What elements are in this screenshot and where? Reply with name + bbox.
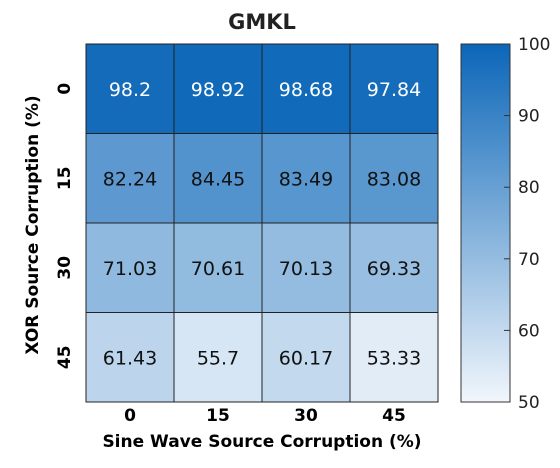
heatmap-cell: [261, 312, 351, 403]
heatmap-cell: [85, 43, 175, 134]
cell-value-label: 83.49: [279, 168, 333, 190]
cell-value-label: 70.13: [279, 258, 333, 280]
heatmap-cell: [173, 312, 263, 403]
cell-value-label: 82.24: [103, 168, 157, 190]
y-tick-label: 30: [55, 256, 75, 280]
heatmap-cell: [173, 133, 263, 224]
heatmap-cell: [85, 312, 175, 403]
cell-value-label: 97.84: [367, 79, 421, 101]
heatmap-cell: [349, 43, 439, 134]
cell-value-label: 61.43: [103, 347, 157, 369]
heatmap-cell: [261, 43, 351, 134]
cell-value-label: 83.08: [367, 168, 421, 190]
cell-value-label: 69.33: [367, 258, 421, 280]
colorbar-ticks: 50 60 70 80 90 100: [504, 35, 550, 413]
cell-value-label: 70.61: [191, 258, 245, 280]
y-tick-label: 45: [55, 345, 75, 369]
heatmap-cell: [173, 43, 263, 134]
y-tick-label: 0: [55, 83, 75, 95]
cell-value-label: 98.68: [279, 79, 333, 101]
y-axis-ticks: 0 15 30 45: [55, 83, 75, 369]
x-tick-label: 45: [382, 406, 406, 426]
x-axis-ticks: 0 15 30 45: [124, 406, 406, 426]
heatmap-cell: [349, 312, 439, 403]
colorbar-tick-label: 80: [518, 178, 540, 198]
cell-value-label: 60.17: [279, 347, 333, 369]
cell-value-label: 98.2: [109, 79, 151, 101]
cell-value-label: 71.03: [103, 258, 157, 280]
x-axis-label: Sine Wave Source Corruption (%): [102, 432, 421, 452]
cell-value-label: 53.33: [367, 347, 421, 369]
colorbar-tick-label: 50: [518, 393, 540, 413]
heatmap-cells: [85, 43, 439, 403]
cell-value-label: 98.92: [191, 79, 245, 101]
colorbar-tick-label: 90: [518, 107, 540, 127]
cell-value-label: 84.45: [191, 168, 245, 190]
x-tick-label: 0: [124, 406, 136, 426]
heatmap-cell: [349, 222, 439, 313]
colorbar: [460, 43, 511, 403]
colorbar-tick-label: 100: [518, 35, 550, 55]
y-axis-label: XOR Source Corruption (%): [23, 95, 43, 354]
heatmap-value-labels: 98.2 98.92 98.68 97.84 82.24 84.45 83.49 83.08 7…: [103, 79, 421, 370]
x-tick-label: 15: [206, 406, 230, 426]
x-tick-label: 30: [294, 406, 318, 426]
y-tick-label: 15: [55, 166, 75, 190]
heatmap-cell: [173, 222, 263, 313]
heatmap-cell: [349, 133, 439, 224]
cell-value-label: 55.7: [197, 347, 239, 369]
colorbar-tick-label: 60: [518, 321, 540, 341]
heatmap-cell: [85, 133, 175, 224]
chart-title: GMKL: [228, 10, 296, 34]
colorbar-tick-label: 70: [518, 250, 540, 270]
